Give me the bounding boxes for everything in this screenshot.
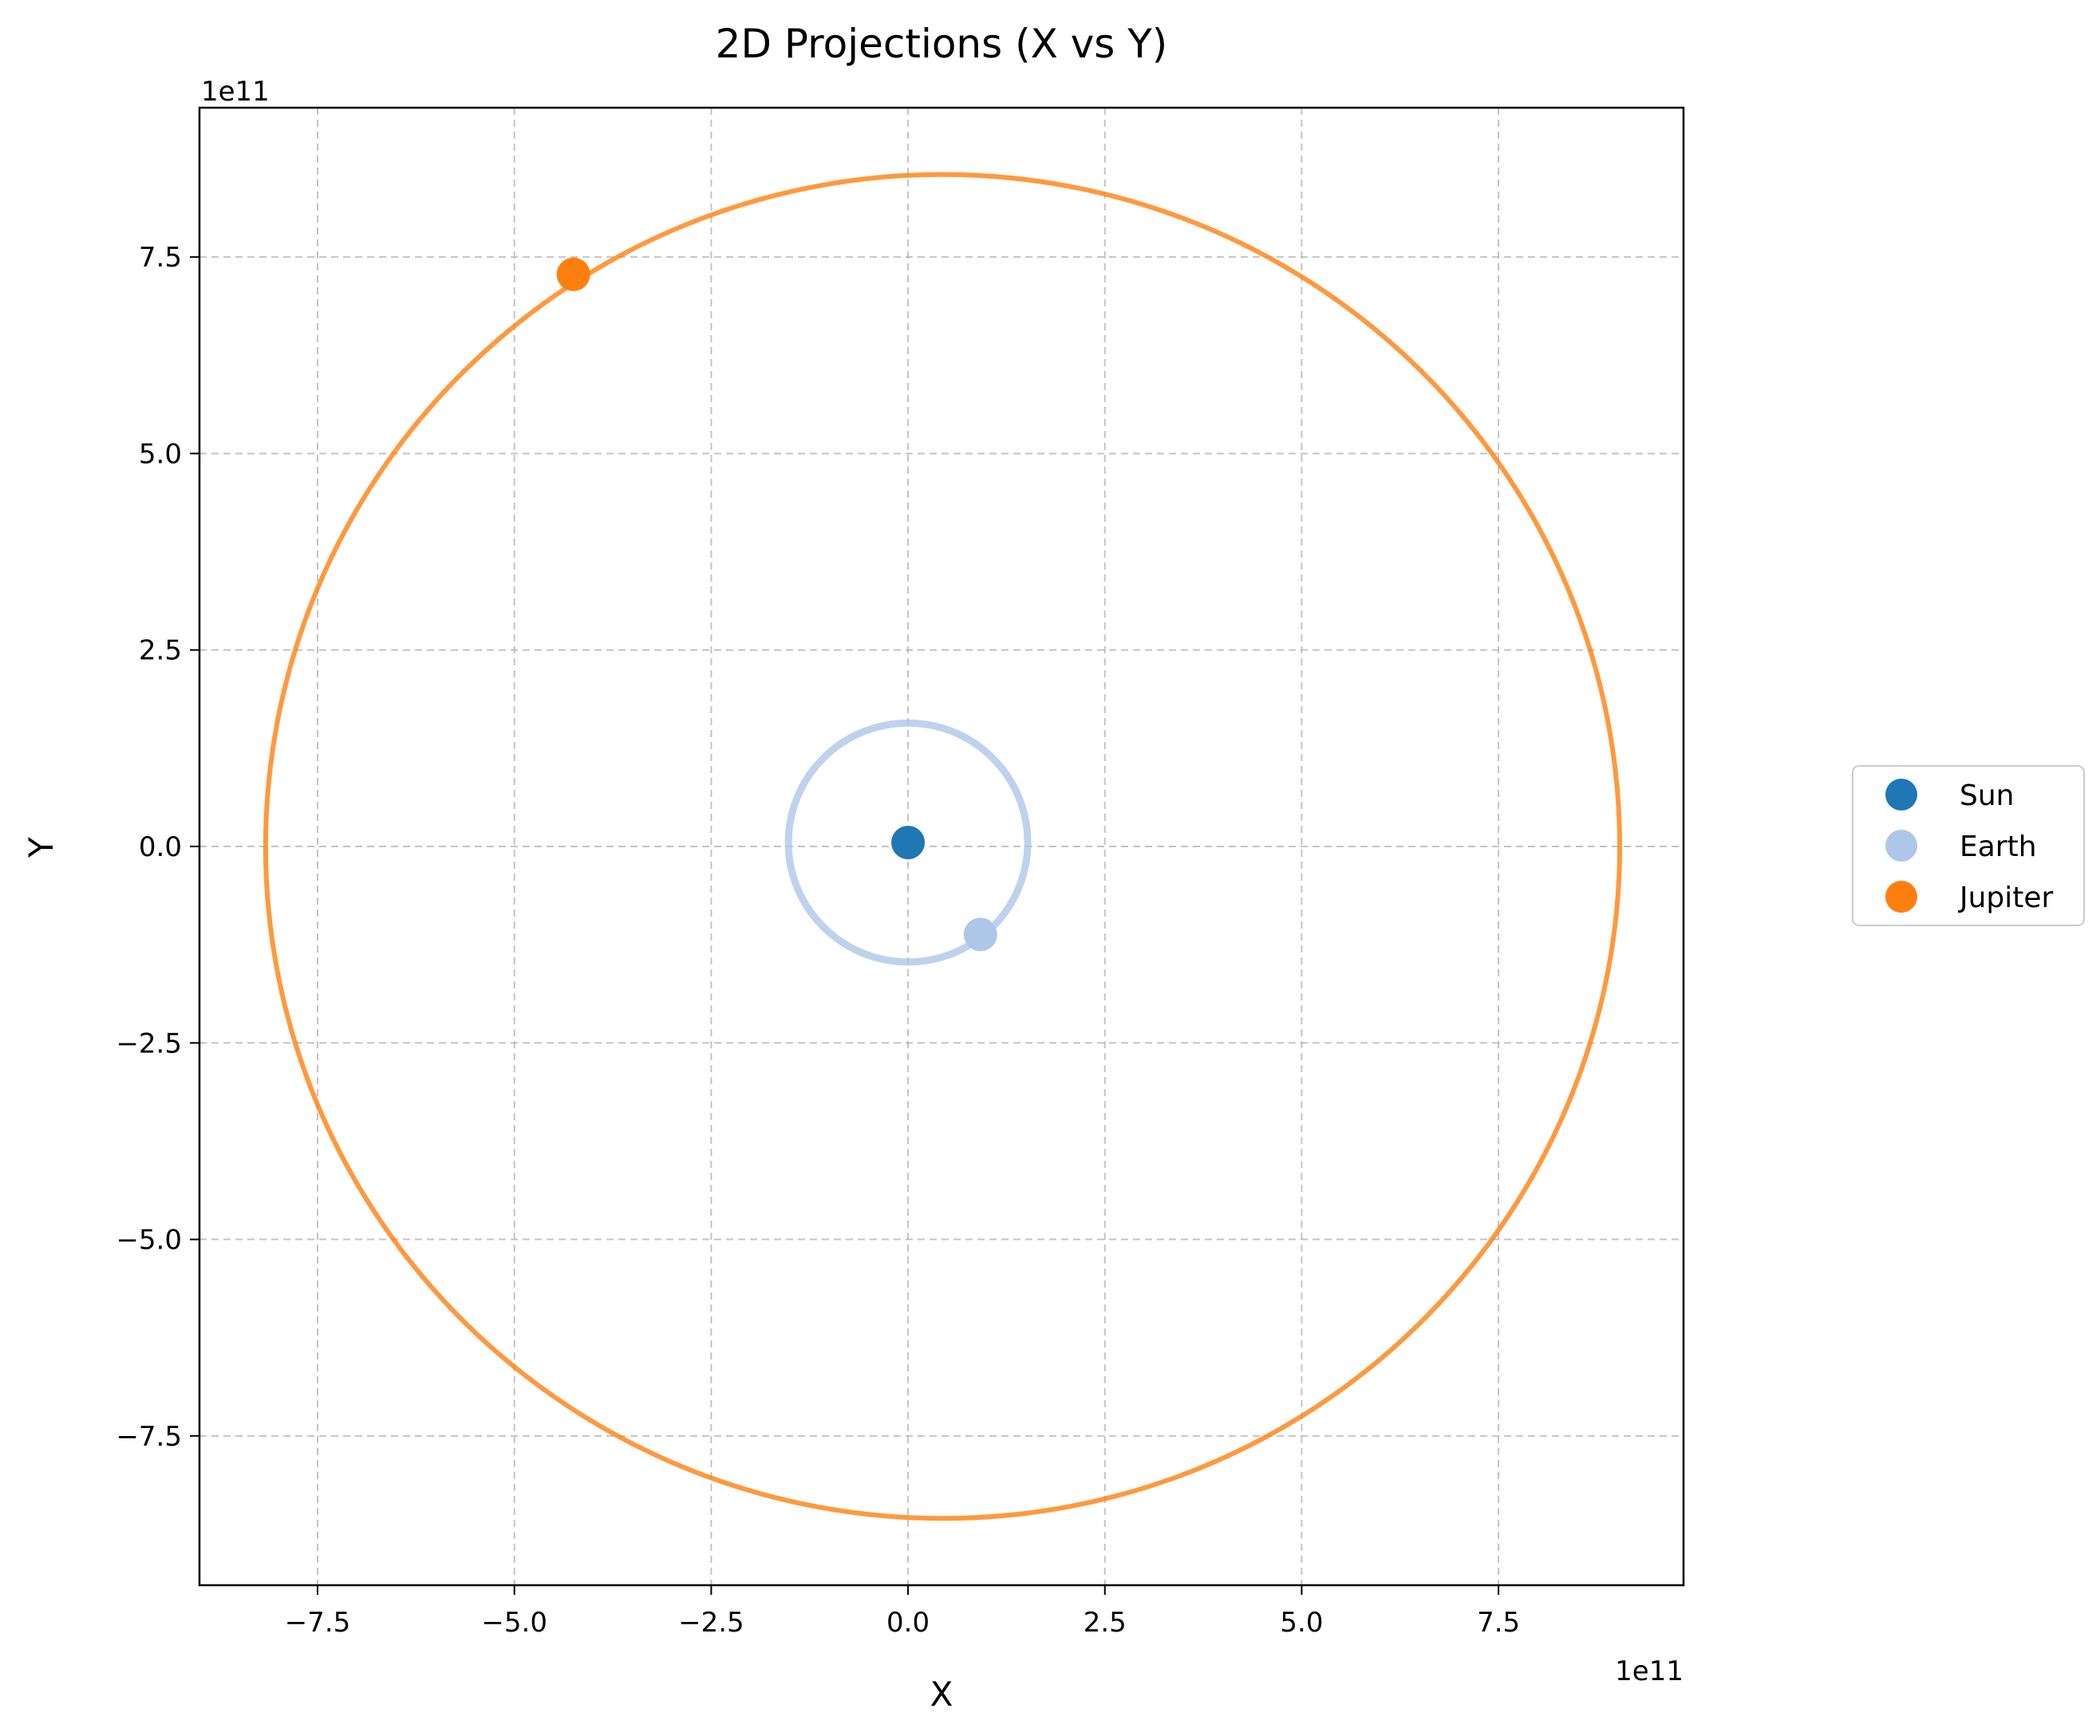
axis-ticks: −7.5 −5.0 −2.5 0.0 2.5 5.0 7.5 −7.5 −5.0 −2.5 0.0 2…: [116, 242, 1520, 1639]
y-tick-label: 5.0: [139, 438, 182, 470]
grid-lines: [199, 108, 1684, 1585]
y-axis-label: Y: [22, 837, 61, 858]
legend-marker-sun: [1885, 779, 1917, 811]
x-tick-label: 5.0: [1280, 1607, 1323, 1639]
legend-item-jupiter: Jupiter: [1885, 881, 2054, 914]
legend-label-jupiter: Jupiter: [1958, 882, 2054, 914]
legend: Sun Earth Jupiter: [1852, 765, 2085, 926]
x-axis-label: X: [930, 1675, 953, 1714]
y-tick-label: −5.0: [116, 1225, 182, 1257]
y-tick-label: 0.0: [139, 831, 182, 863]
x-tick-label: 7.5: [1477, 1607, 1520, 1639]
y-tick-label: −7.5: [116, 1421, 182, 1453]
legend-item-sun: Sun: [1885, 779, 2014, 812]
earth-orbit-line: [784, 719, 1032, 966]
y-tick-label: 7.5: [139, 242, 182, 274]
x-tick-label: 2.5: [1084, 1607, 1127, 1639]
y-tick-label: 2.5: [139, 635, 182, 667]
x-tick-label: −2.5: [678, 1607, 744, 1639]
x-axis-offset-text: 1e11: [1615, 1655, 1684, 1687]
chart-title: 2D Projections (X vs Y): [716, 21, 1168, 67]
y-axis-offset-text: 1e11: [201, 76, 270, 108]
legend-label-earth: Earth: [1960, 831, 2037, 863]
jupiter-marker: [556, 257, 590, 291]
legend-label-sun: Sun: [1960, 779, 2014, 812]
earth-marker: [963, 917, 997, 952]
x-tick-label: −7.5: [285, 1607, 351, 1639]
legend-marker-jupiter: [1885, 881, 1917, 913]
y-tick-label: −2.5: [116, 1028, 182, 1059]
legend-marker-earth: [1885, 830, 1917, 862]
sun-marker: [891, 826, 926, 860]
legend-item-earth: Earth: [1885, 830, 2037, 863]
jupiter-orbit-line: [262, 172, 1623, 1521]
plot-area: [262, 172, 1623, 1521]
x-tick-label: −5.0: [481, 1607, 547, 1639]
x-tick-label: 0.0: [886, 1607, 930, 1639]
